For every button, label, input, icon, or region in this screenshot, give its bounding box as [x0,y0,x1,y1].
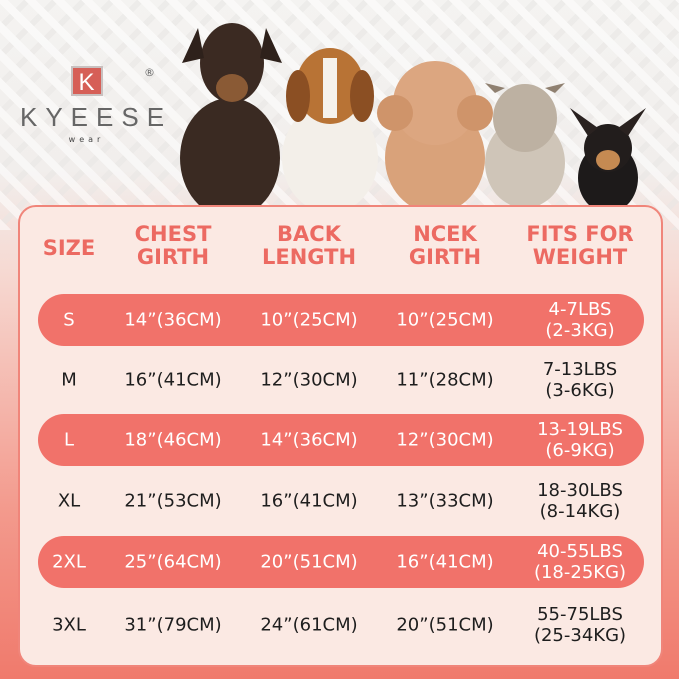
cell-chest: 16”(41CM) [124,369,222,391]
schnauzer-image [485,83,565,208]
registered-mark: ® [144,66,155,79]
cell-back: 12”(30CM) [260,369,358,391]
cell-neck: 13”(33CM) [396,490,494,512]
cell-size: 2XL [52,551,86,573]
table-row: 3XL 31”(79CM) 24”(61CM) 20”(51CM) 55-75LBS (2… [38,599,644,651]
cell-size: 3XL [52,614,86,636]
cell-chest: 31”(79CM) [124,614,222,636]
table-row: XL 21”(53CM) 16”(41CM) 13”(33CM) 18-30LBS (8-… [38,475,644,527]
cell-weight: 7-13LBS (3-6KG) [542,359,618,401]
cell-weight: 40-55LBS (18-25KG) [533,541,627,583]
table-row: S 14”(36CM) 10”(25CM) 10”(25CM) 4-7LBS (2-3KG… [38,294,644,346]
cell-neck: 10”(25CM) [396,309,494,331]
cell-neck: 16”(41CM) [396,551,494,573]
cell-back: 16”(41CM) [260,490,358,512]
cell-neck: 12”(30CM) [396,429,494,451]
cell-size: L [63,429,75,451]
cell-back: 10”(25CM) [260,309,358,331]
header-back-length: BACK LENGTH [261,222,357,269]
cell-size: XL [57,490,81,512]
beagle-image [282,48,378,208]
cell-chest: 25”(64CM) [124,551,222,573]
header-weight: FITS FOR WEIGHT [526,222,634,269]
cell-weight: 13-19LBS (6-9KG) [537,419,623,461]
brand-name: KYEESE [20,102,173,132]
cell-back: 14”(36CM) [260,429,358,451]
cell-neck: 11”(28CM) [396,369,494,391]
cell-size: S [63,309,75,331]
cell-weight: 4-7LBS (2-3KG) [545,299,615,341]
cell-chest: 18”(46CM) [124,429,222,451]
header-neck-girth: NCEK GIRTH [408,222,482,269]
doberman-image [180,23,282,208]
cell-chest: 21”(53CM) [124,490,222,512]
cell-weight: 55-75LBS (25-34KG) [533,604,627,646]
cell-chest: 14”(36CM) [124,309,222,331]
table-row: L 18”(46CM) 14”(36CM) 12”(30CM) 13-19LBS (6-9… [38,414,644,466]
header-size: SIZE [42,236,96,260]
chihuahua-image [570,108,646,208]
logo-mark: K [70,66,103,96]
table-row: M 16”(41CM) 12”(30CM) 11”(28CM) 7-13LBS (3-6K… [38,354,644,406]
table-header: SIZE CHEST GIRTH BACK LENGTH NCEK GIRTH FIT… [20,223,661,283]
table-row: 2XL 25”(64CM) 20”(51CM) 16”(41CM) 40-55LBS (1… [38,536,644,588]
size-chart-table: SIZE CHEST GIRTH BACK LENGTH NCEK GIRTH FIT… [18,205,663,667]
brand-logo: K ® KYEESE wear [14,66,173,144]
header-chest-girth: CHEST GIRTH [134,222,212,269]
cell-back: 20”(51CM) [260,551,358,573]
cell-back: 24”(61CM) [260,614,358,636]
cell-size: M [61,369,77,391]
cell-neck: 20”(51CM) [396,614,494,636]
dogs-photo [180,23,646,208]
cell-weight: 18-30LBS (8-14KG) [537,480,623,522]
poodle-image [377,61,493,208]
brand-sub: wear [68,135,105,144]
